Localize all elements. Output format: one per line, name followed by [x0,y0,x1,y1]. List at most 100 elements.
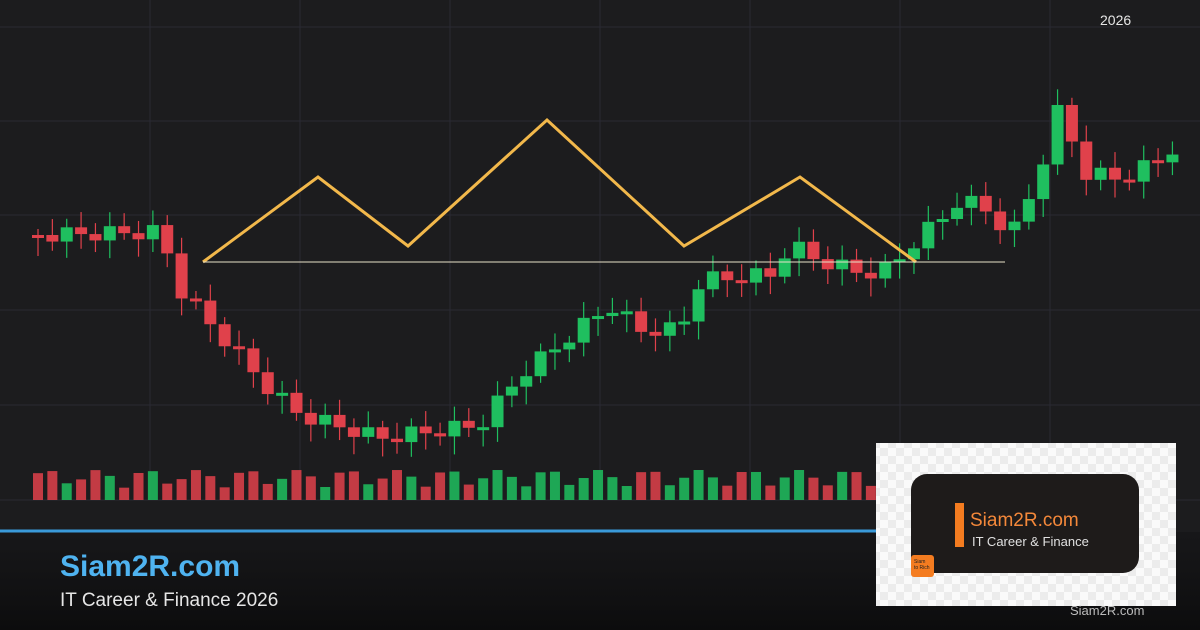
volume-bar [693,470,704,500]
candle [161,225,174,254]
candle [1166,154,1179,163]
candle [764,268,777,277]
candle [333,414,346,428]
badge-subtitle: IT Career & Finance [972,534,1089,549]
volume-bar [549,471,560,500]
pattern-line [202,117,917,264]
candle [347,427,360,437]
volume-bar [104,475,115,500]
candle [218,324,231,347]
candle [548,349,561,353]
volume-bar [478,478,489,500]
candle [477,427,490,431]
candle [419,426,432,434]
volume-bar [47,471,58,500]
candle [75,227,88,235]
candle [850,259,863,273]
volume-bar [794,470,805,500]
volume-bar [320,487,331,500]
candle [778,258,791,277]
candle [649,331,662,336]
volume-bar [837,471,848,500]
candle [922,221,935,249]
volume-bar [779,477,790,500]
volume-bar [234,472,245,500]
volume-bar [593,470,604,500]
badge-accent [955,503,964,547]
candle [376,427,389,439]
candle [1008,221,1021,231]
volume-bar [205,476,216,500]
candle [563,342,576,350]
candle [706,271,719,290]
candle [793,241,806,259]
candle [1022,199,1035,222]
candle [1137,160,1150,182]
volume-bar [348,471,359,500]
candle [391,438,403,443]
volume-bar [262,483,273,500]
candle [836,259,849,270]
candle [204,300,217,325]
candle [951,207,964,220]
candle [304,412,317,425]
volume-bar [679,477,690,500]
candle [505,386,518,396]
candle [405,426,418,443]
volume-bar [463,484,474,500]
candle [146,225,159,240]
candle [577,317,590,343]
candle [434,433,447,437]
candle [893,259,906,263]
candle [1051,104,1064,165]
volume-bar [492,470,503,500]
volume-bar [521,486,532,500]
volume-bar [636,472,647,500]
candle [821,259,834,270]
volume-bar [506,476,517,500]
volume-bar [334,472,345,500]
volume-bar [219,487,230,500]
volume-bar [435,472,446,500]
volume-bar [176,479,187,500]
logo-line: to Rich [914,565,930,571]
volume-bar [291,470,302,500]
candle [261,372,274,395]
candle [692,289,705,322]
candle [879,262,892,279]
volume-bar [406,476,417,500]
candle [592,316,605,320]
volume-bar [578,478,589,500]
candle [735,280,748,284]
volume-bar [535,472,546,500]
volume-bar [664,485,675,500]
volume-bar [564,484,575,500]
candle [233,346,246,350]
volume-bar [363,484,374,500]
volume-bar [162,483,173,500]
candle [46,235,59,242]
volume-bar [851,472,862,500]
volume-bar [621,486,632,500]
year-label: 2026 [1100,12,1132,28]
volume-bar [736,472,747,500]
candle [1080,141,1093,180]
logo-text: Siam to Rich [914,559,930,571]
candle [491,395,504,428]
volume-bar [119,487,130,500]
candle [247,348,260,373]
candle [89,234,102,241]
volume-bar [420,486,431,500]
badge-title: Siam2R.com [970,510,1079,531]
candle [189,298,202,302]
candle [1094,167,1107,180]
volume-bar [377,478,388,500]
volume-bar [190,470,201,500]
candle [319,414,332,425]
candle [520,376,533,387]
candle [534,351,547,377]
candle [1109,167,1121,180]
candle [362,427,375,437]
candle [60,227,73,242]
